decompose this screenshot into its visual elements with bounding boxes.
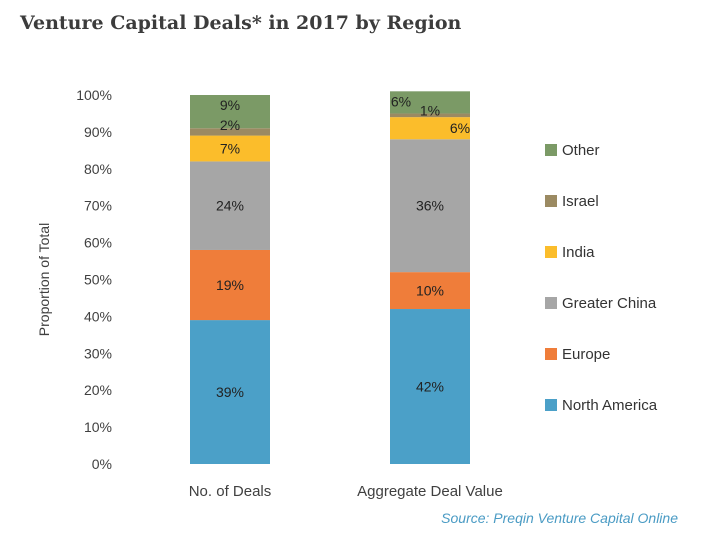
source-note: Source: Preqin Venture Capital Online (441, 510, 678, 526)
data-labels: 39% 19% 24% 7% 2% 9% 42% 10% 36% 6% 1% 6% (216, 93, 470, 400)
data-label: 19% (216, 277, 244, 293)
y-tick-label: 50% (84, 272, 112, 288)
y-tick-label: 30% (84, 345, 112, 361)
y-tick-label: 10% (84, 419, 112, 435)
legend-label: India (562, 244, 595, 261)
bar-segment (190, 128, 270, 136)
y-tick-label: 70% (84, 198, 112, 214)
legend-swatch (545, 348, 557, 360)
legend-swatch (545, 246, 557, 258)
y-axis-ticks: 0% 10% 20% 30% 40% 50% 60% 70% 80% 90% 100% (76, 87, 112, 472)
bar-segment (390, 91, 470, 114)
legend-swatch (545, 195, 557, 207)
legend-label: North America (562, 397, 658, 414)
y-tick-label: 20% (84, 382, 112, 398)
legend-swatch (545, 144, 557, 156)
y-tick-label: 100% (76, 87, 112, 103)
legend-label: Other (562, 142, 600, 159)
y-tick-label: 60% (84, 235, 112, 251)
legend-swatch (545, 399, 557, 411)
data-label: 39% (216, 384, 244, 400)
bars (190, 91, 470, 464)
bar-segment (190, 249, 270, 321)
bar-segment (390, 139, 470, 273)
x-category-label: No. of Deals (189, 483, 272, 500)
data-label: 1% (420, 102, 440, 118)
data-label: 36% (416, 198, 444, 214)
bar-segment (190, 95, 270, 129)
bar-segment (190, 320, 270, 464)
y-tick-label: 90% (84, 124, 112, 140)
data-label: 42% (416, 379, 444, 395)
legend: Other Israel India Greater China Europe North… (545, 142, 658, 414)
data-label: 9% (220, 97, 240, 113)
x-category-label: Aggregate Deal Value (357, 483, 503, 500)
data-label: 2% (220, 117, 240, 133)
y-axis-title-text: Proportion of Total (36, 223, 52, 336)
y-tick-label: 0% (92, 456, 112, 472)
data-label: 24% (216, 198, 244, 214)
y-tick-label: 40% (84, 308, 112, 324)
legend-label: Israel (562, 193, 599, 210)
bar-segment (190, 161, 270, 250)
legend-swatch (545, 297, 557, 309)
page-title: Venture Capital Deals* in 2017 by Region (20, 12, 462, 34)
y-tick-label: 80% (84, 161, 112, 177)
bar-segment (390, 117, 470, 140)
bar-segment (390, 272, 470, 310)
bar-segment (390, 309, 470, 464)
bar-segment (390, 113, 470, 118)
legend-label: Europe (562, 346, 610, 363)
data-label: 6% (391, 93, 411, 109)
data-label: 6% (450, 120, 470, 136)
data-label: 10% (416, 283, 444, 299)
x-axis-labels: No. of Deals Aggregate Deal Value (189, 483, 503, 500)
legend-label: Greater China (562, 295, 657, 312)
data-label: 7% (220, 141, 240, 157)
bar-segment (190, 135, 270, 162)
y-axis-title: Proportion of Total (36, 223, 52, 336)
